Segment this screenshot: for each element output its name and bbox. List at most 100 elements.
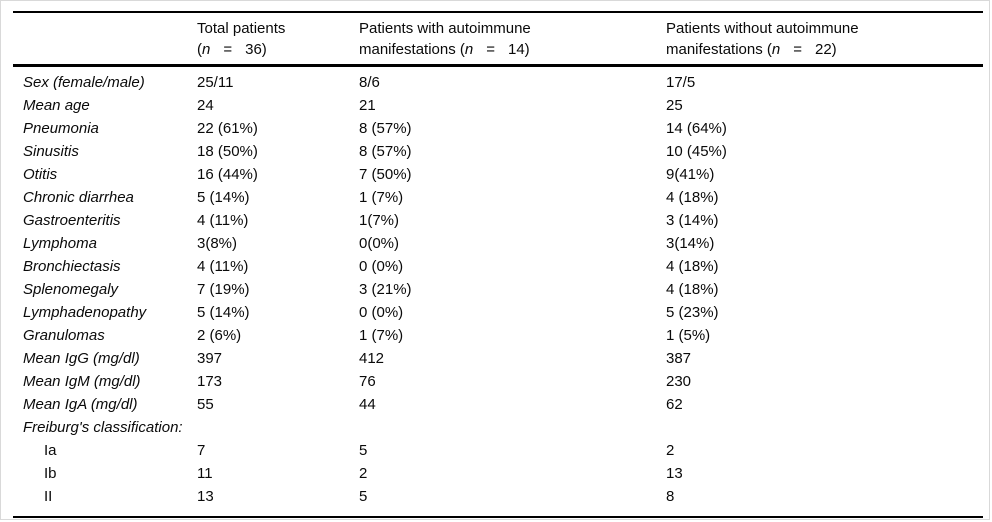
row-label: II — [44, 488, 53, 505]
cell-with-autoimmune: 0 (0%) — [359, 258, 404, 275]
table-row: Granulomas 2 (6%) 1 (7%) 1 (5%) — [13, 324, 983, 347]
row-label: Mean IgA (mg/dl) — [23, 396, 138, 413]
cell-total: 7 (19%) — [197, 281, 250, 298]
col-header-without-autoimmune: Patients without autoimmune manifestatio… — [666, 12, 983, 67]
cell-with-autoimmune: 412 — [359, 350, 385, 367]
row-label: Mean IgG (mg/dl) — [23, 350, 140, 367]
cell-with-autoimmune: 5 — [359, 442, 368, 459]
row-label: Splenomegaly — [23, 281, 119, 298]
row-label: Ia — [44, 442, 57, 459]
row-label: Granulomas — [23, 327, 105, 344]
cell-total: 7 — [197, 442, 206, 459]
cell-without-autoimmune: 4 (18%) — [666, 281, 719, 298]
cell-with-autoimmune: 1(7%) — [359, 212, 400, 229]
cell-with-autoimmune: 8 (57%) — [359, 120, 412, 137]
col-header-line2: (n = 36) — [197, 41, 267, 58]
cell-with-autoimmune: 0(0%) — [359, 235, 400, 252]
cell-with-autoimmune: 1 (7%) — [359, 189, 404, 206]
cell-total — [197, 416, 359, 439]
table-row: Otitis 16 (44%) 7 (50%) 9(41%) — [13, 163, 983, 186]
cell-without-autoimmune: 14 (64%) — [666, 120, 727, 137]
n-symbol: n — [202, 41, 211, 58]
row-label: Sinusitis — [23, 143, 79, 160]
cell-total: 4 (11%) — [197, 212, 249, 229]
cell-with-autoimmune: 0 (0%) — [359, 304, 404, 321]
table-row: Mean IgM (mg/dl) 173 76 230 — [13, 370, 983, 393]
col-header-line2: manifestations (n = 14) — [359, 41, 530, 58]
col-header-line1: Patients without autoimmune — [666, 20, 859, 37]
table-row: Freiburg's classification: — [13, 416, 983, 439]
row-label: Chronic diarrhea — [23, 189, 134, 206]
cell-without-autoimmune: 10 (45%) — [666, 143, 727, 160]
cell-without-autoimmune: 9(41%) — [666, 166, 715, 183]
cell-with-autoimmune: 3 (21%) — [359, 281, 412, 298]
cell-total: 3(8%) — [197, 235, 238, 252]
cell-with-autoimmune: 7 (50%) — [359, 166, 412, 183]
table-row: Mean age 24 21 25 — [13, 94, 983, 117]
cell-total: 5 (14%) — [197, 304, 250, 321]
equals-sign: = — [223, 41, 233, 58]
col-header-line1: Patients with autoimmune — [359, 20, 531, 37]
table-row: Sinusitis 18 (50%) 8 (57%) 10 (45%) — [13, 140, 983, 163]
cell-total: 13 — [197, 488, 214, 505]
cell-total: 173 — [197, 373, 223, 390]
cell-without-autoimmune: 4 (18%) — [666, 189, 719, 206]
row-label: Freiburg's classification: — [23, 419, 183, 436]
col-header-line2: manifestations (n = 22) — [666, 41, 837, 58]
cell-total: 2 (6%) — [197, 327, 242, 344]
cell-without-autoimmune: 17/5 — [666, 74, 696, 91]
cell-without-autoimmune: 387 — [666, 350, 692, 367]
row-label: Mean IgM (mg/dl) — [23, 373, 141, 390]
cell-without-autoimmune: 230 — [666, 373, 692, 390]
row-label: Ib — [44, 465, 57, 482]
table-row: Pneumonia 22 (61%) 8 (57%) 14 (64%) — [13, 117, 983, 140]
row-label: Mean age — [23, 97, 90, 114]
row-label: Otitis — [23, 166, 58, 183]
cell-total: 397 — [197, 350, 223, 367]
table-row: Lymphadenopathy 5 (14%) 0 (0%) 5 (23%) — [13, 301, 983, 324]
row-label: Gastroenteritis — [23, 212, 121, 229]
cell-total: 11 — [197, 465, 213, 482]
col-header-total-patients: Total patients (n = 36) — [197, 12, 359, 67]
cell-with-autoimmune: 21 — [359, 97, 376, 114]
cell-without-autoimmune: 3(14%) — [666, 235, 715, 252]
cell-total: 24 — [197, 97, 214, 114]
table-row: Chronic diarrhea 5 (14%) 1 (7%) 4 (18%) — [13, 186, 983, 209]
col-header-line1: Total patients — [197, 20, 286, 37]
cell-total: 4 (11%) — [197, 258, 249, 275]
cell-with-autoimmune: 1 (7%) — [359, 327, 404, 344]
row-label: Lymphoma — [23, 235, 97, 252]
header-row: Total patients (n = 36) Patients with auto… — [13, 12, 983, 67]
cell-total: 25/11 — [197, 74, 234, 91]
cell-without-autoimmune: 13 — [666, 465, 683, 482]
n-count: 22) — [815, 41, 837, 58]
n-symbol: n — [771, 41, 781, 58]
row-label: Bronchiectasis — [23, 258, 121, 275]
table-row: Lymphoma 3(8%) 0(0%) 3(14%) — [13, 232, 983, 255]
table-body: Sex (female/male) 25/11 8/6 17/5 Mean age 24 2… — [13, 66, 983, 518]
col-header-with-autoimmune: Patients with autoimmune manifestations … — [359, 12, 666, 67]
cell-with-autoimmune: 8 (57%) — [359, 143, 412, 160]
n-symbol: n — [464, 41, 474, 58]
table-row: Gastroenteritis 4 (11%) 1(7%) 3 (14%) — [13, 209, 983, 232]
table-row: Sex (female/male) 25/11 8/6 17/5 — [13, 66, 983, 95]
cell-with-autoimmune: 5 — [359, 488, 368, 505]
n-count: 36) — [245, 41, 267, 58]
cell-with-autoimmune: 2 — [359, 465, 368, 482]
cell-with-autoimmune: 76 — [359, 373, 376, 390]
table-row: Mean IgA (mg/dl) 55 44 62 — [13, 393, 983, 416]
cell-with-autoimmune: 8/6 — [359, 74, 380, 91]
cell-without-autoimmune: 62 — [666, 396, 683, 413]
equals-sign: = — [486, 41, 495, 58]
cell-total: 55 — [197, 396, 214, 413]
patients-table: Total patients (n = 36) Patients with auto… — [13, 11, 983, 518]
table-row: Splenomegaly 7 (19%) 3 (21%) 4 (18%) — [13, 278, 983, 301]
cell-without-autoimmune: 8 — [666, 488, 675, 505]
col-header-empty — [13, 12, 197, 67]
cell-without-autoimmune: 5 (23%) — [666, 304, 719, 321]
row-label: Pneumonia — [23, 120, 99, 137]
cell-without-autoimmune: 1 (5%) — [666, 327, 711, 344]
cell-with-autoimmune: 44 — [359, 396, 376, 413]
table-row: II 13 5 8 — [13, 485, 983, 517]
